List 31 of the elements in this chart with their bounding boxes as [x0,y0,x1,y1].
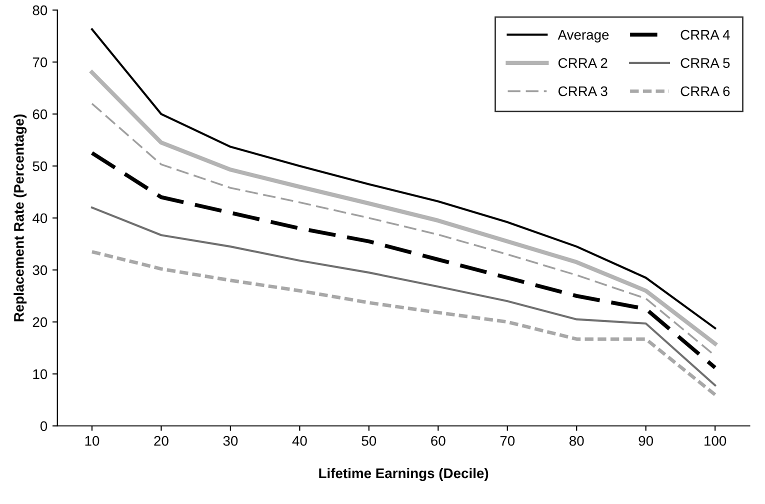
x-tick-label: 60 [431,436,446,446]
y-axis-title: Replacement Rate (Percentage) [14,114,27,322]
x-tick-label: 40 [292,436,307,446]
y-tick-label: 10 [33,369,48,380]
x-tick-label: 20 [154,436,168,446]
y-tick-label: 20 [32,317,48,328]
legend-label: CRRA 6 [680,86,730,96]
legend-label: CRRA 5 [680,58,730,68]
line-series [90,70,718,346]
x-tick-label: 80 [570,436,584,446]
y-tick-label: 40 [32,213,48,224]
line-series [90,250,717,396]
legend-label: CRRA 2 [558,58,608,68]
x-tick-label: 30 [223,436,238,446]
x-tick-label: 90 [638,436,654,446]
line-series [90,206,716,386]
x-tick-label: 100 [704,436,726,446]
line-series [90,151,718,370]
y-tick-label: 80 [32,5,48,16]
x-tick-label: 50 [362,436,376,446]
x-tick-label: 10 [85,436,100,446]
y-tick-label: 50 [32,161,48,172]
legend-label: CRRA 3 [558,86,608,96]
legend-label: Average [558,30,609,42]
y-tick-label: 0 [40,421,48,432]
legend-label: CRRA 4 [680,30,730,40]
x-axis-title: Lifetime Earnings (Decile) [319,468,488,481]
y-tick-label: 30 [32,265,48,276]
y-tick-label: 60 [32,109,48,120]
y-tick-label: 70 [32,57,48,68]
x-tick-label: 70 [500,436,515,446]
